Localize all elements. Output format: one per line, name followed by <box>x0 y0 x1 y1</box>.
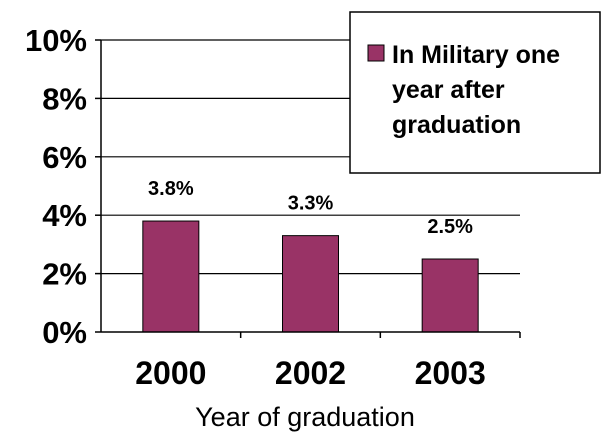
y-axis-ticks: 0% 2% 4% 6% 8% 10% <box>25 23 101 350</box>
x-axis-ticks: 2000 2002 2003 <box>135 332 521 391</box>
y-tick-label: 8% <box>42 81 87 116</box>
data-label-2000: 3.8% <box>148 178 194 200</box>
bar-2002 <box>282 235 339 333</box>
legend-label: In Military one year after graduation <box>392 41 567 139</box>
bar-2000 <box>142 220 200 333</box>
bars <box>142 220 479 333</box>
y-tick-label: 2% <box>42 257 87 292</box>
legend-label-line-1: In Military one <box>392 41 560 69</box>
data-labels: 3.8% 3.3% 2.5% <box>148 178 473 238</box>
x-tick-label-2002: 2002 <box>275 355 346 391</box>
legend: In Military one year after graduation <box>349 11 601 174</box>
y-tick-label: 6% <box>42 140 87 175</box>
x-tick-label-2000: 2000 <box>135 355 206 391</box>
data-label-2002: 3.3% <box>288 193 334 215</box>
legend-swatch <box>367 44 385 62</box>
legend-label-line-3: graduation <box>392 111 521 139</box>
y-tick-label: 10% <box>25 23 87 58</box>
legend-label-line-2: year after <box>392 76 505 104</box>
legend-box <box>349 11 601 174</box>
y-tick-label: 0% <box>42 315 87 350</box>
y-tick-label: 4% <box>42 198 87 233</box>
data-label-2003: 2.5% <box>427 216 473 238</box>
x-tick-label-2003: 2003 <box>415 355 486 391</box>
bar-2003 <box>421 258 479 333</box>
x-axis-label: Year of graduation <box>195 402 415 432</box>
